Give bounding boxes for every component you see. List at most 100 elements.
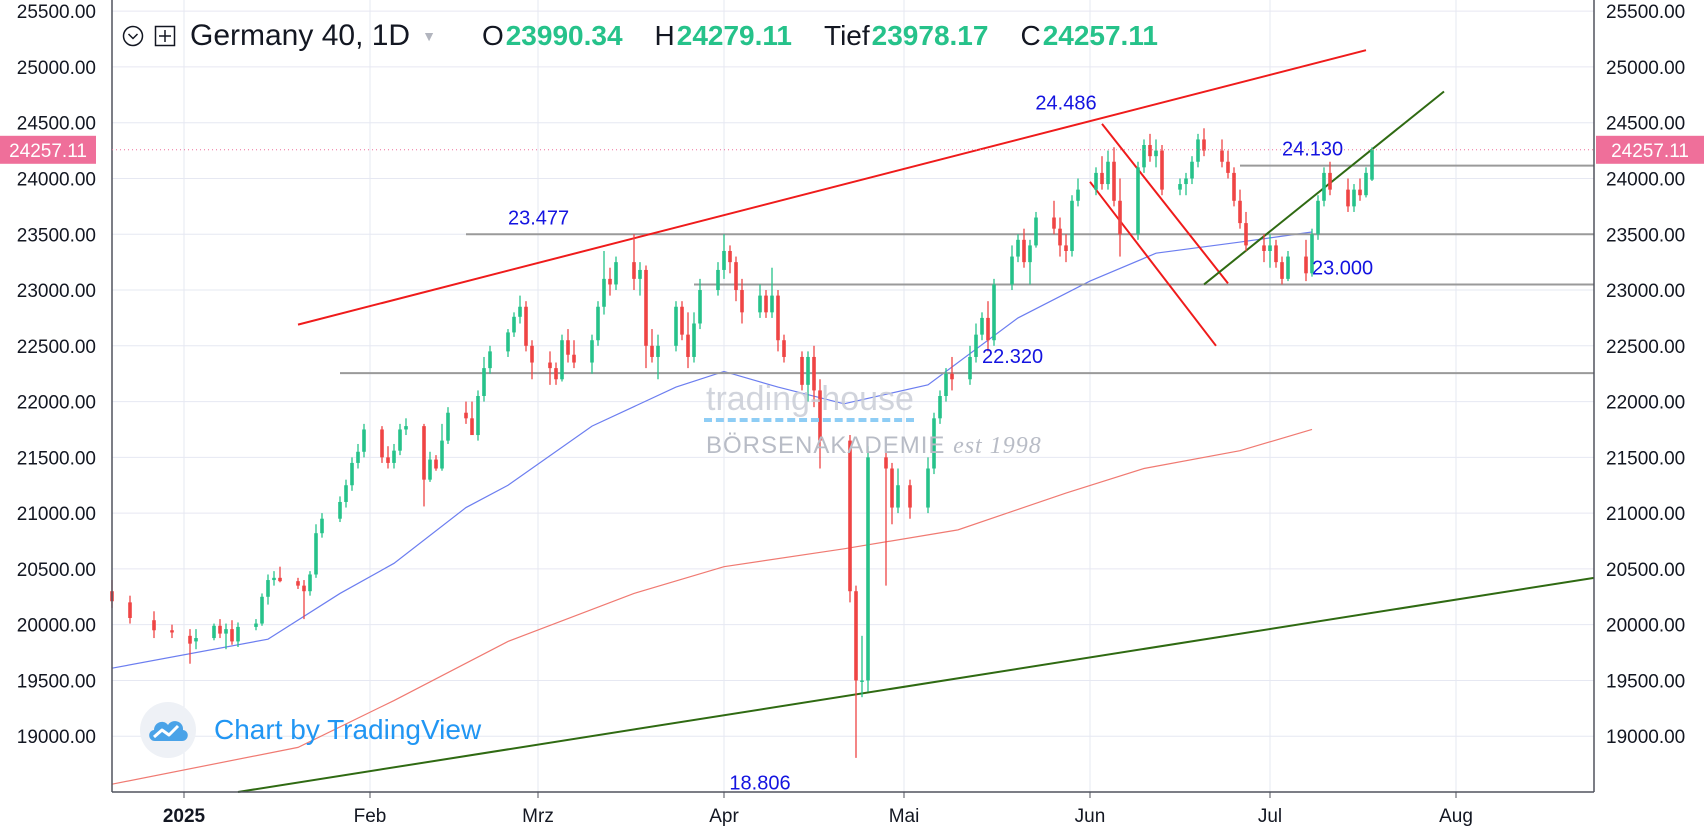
candle-body xyxy=(1310,234,1314,274)
tradingview-badge-label: Chart by TradingView xyxy=(214,714,482,745)
candle-body xyxy=(1322,172,1326,201)
y-tick-label-left: 22000.00 xyxy=(17,393,96,414)
candle-body xyxy=(1226,161,1230,173)
level-label: 22.320 xyxy=(982,346,1043,368)
candle-body xyxy=(632,262,636,279)
point-label: 18.806 xyxy=(729,772,790,794)
candle-body xyxy=(644,269,648,346)
trendlines xyxy=(237,49,1595,793)
candle-body xyxy=(596,306,600,341)
candle-body xyxy=(698,290,702,324)
level-label: 23.477 xyxy=(508,207,569,229)
candle-body xyxy=(1034,217,1038,246)
y-tick-label-right: 22000.00 xyxy=(1606,393,1685,414)
candle-body xyxy=(638,269,642,279)
candle-body xyxy=(1112,161,1116,201)
candle-body xyxy=(926,468,930,508)
symbol-title[interactable]: Germany 40, 1D xyxy=(190,19,411,52)
chevron-circle-icon[interactable] xyxy=(122,25,144,47)
candle-body xyxy=(1304,256,1308,274)
candle-body xyxy=(1022,239,1026,263)
y-tick-label-right: 24000.00 xyxy=(1606,169,1685,190)
candle-body xyxy=(1100,172,1104,185)
candle-body xyxy=(1052,217,1056,229)
candle-body xyxy=(128,602,132,618)
candle-body xyxy=(818,390,822,441)
y-tick-label-right: 23000.00 xyxy=(1606,281,1685,302)
candle-body xyxy=(1196,139,1200,162)
candle-body xyxy=(1160,150,1164,190)
candle-body xyxy=(908,485,912,508)
y-tick-label-right: 21000.00 xyxy=(1606,504,1685,525)
candle-body xyxy=(1010,256,1014,285)
candle-body xyxy=(650,345,654,357)
tradingview-badge[interactable]: Chart by TradingView xyxy=(140,702,481,758)
candle-body xyxy=(614,262,618,285)
x-tick-label: 2025 xyxy=(163,806,206,827)
level-label: 23.000 xyxy=(1312,257,1373,279)
candle-body xyxy=(896,485,900,508)
y-tick-label-left: 19500.00 xyxy=(17,671,96,692)
candle-body xyxy=(1352,189,1356,207)
x-tick-label: Feb xyxy=(354,806,387,827)
candlestick-series xyxy=(110,128,1374,758)
candle-body xyxy=(314,533,318,575)
candle-body xyxy=(446,412,450,441)
red-trendline xyxy=(1101,123,1229,284)
y-tick-label-left: 20000.00 xyxy=(17,616,96,637)
candle-body xyxy=(734,262,738,291)
last-price-label-right: 24257.11 xyxy=(1611,141,1689,162)
candle-body xyxy=(296,581,300,586)
candle-body xyxy=(980,317,984,335)
candle-body xyxy=(860,680,864,682)
candle-body xyxy=(1238,200,1242,224)
candle-body xyxy=(1346,189,1350,207)
y-tick-label-left: 19000.00 xyxy=(17,727,96,748)
candle-body xyxy=(152,620,156,631)
sma-long-line xyxy=(111,428,1313,785)
chevron-down-icon[interactable]: ▼ xyxy=(422,28,436,44)
candle-body xyxy=(1202,139,1206,151)
candle-body xyxy=(476,396,480,436)
sma-short-line xyxy=(111,231,1313,669)
candle-body xyxy=(560,340,564,380)
candle-body xyxy=(362,429,366,452)
candle-body xyxy=(1016,239,1020,257)
candle-body xyxy=(404,426,408,430)
candle-body xyxy=(1136,167,1140,235)
x-tick-label: Jun xyxy=(1075,806,1106,827)
candle-body xyxy=(968,356,972,380)
candle-body xyxy=(524,306,528,346)
candle-body xyxy=(506,332,510,352)
plus-square-icon[interactable] xyxy=(154,25,176,47)
red-trendline xyxy=(1089,181,1217,347)
candle-body xyxy=(1154,150,1158,157)
candle-body xyxy=(1094,172,1098,190)
x-tick-label: Mrz xyxy=(522,806,554,827)
candle-body xyxy=(1070,200,1074,251)
candle-body xyxy=(212,625,216,639)
y-tick-label-right: 20000.00 xyxy=(1606,616,1685,637)
candle-body xyxy=(974,334,978,357)
candle-body xyxy=(572,354,576,363)
candle-body xyxy=(884,457,888,469)
candle-body xyxy=(992,284,996,341)
candle-body xyxy=(1262,245,1266,251)
candle-body xyxy=(464,412,468,419)
y-tick-label-left: 23000.00 xyxy=(17,281,96,302)
candle-body xyxy=(1280,262,1284,279)
candle-body xyxy=(566,340,570,355)
candle-body xyxy=(608,278,612,285)
candle-body xyxy=(1118,200,1122,235)
candle-body xyxy=(1316,200,1320,235)
last-price-tag-left xyxy=(0,135,96,164)
candle-body xyxy=(1148,145,1152,157)
candle-body xyxy=(356,451,360,463)
candle-body xyxy=(398,429,402,451)
watermark-title: trading-house xyxy=(706,380,914,418)
candle-body xyxy=(518,306,522,317)
candle-body xyxy=(1178,184,1182,190)
candle-body xyxy=(1076,189,1080,201)
candle-body xyxy=(1358,189,1362,196)
